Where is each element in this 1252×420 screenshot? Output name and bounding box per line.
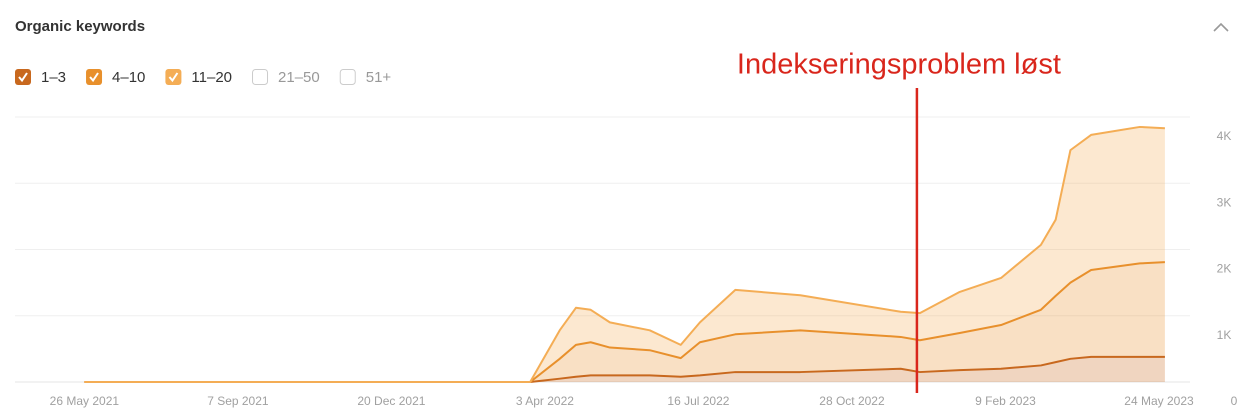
legend-check xyxy=(168,72,179,83)
x-tick-label: 20 Dec 2021 xyxy=(357,394,425,408)
legend-checkbox[interactable] xyxy=(339,69,356,85)
x-tick-label: 7 Sep 2021 xyxy=(207,394,269,408)
area-fill xyxy=(84,356,1165,382)
x-tick-label: 3 Apr 2022 xyxy=(516,394,574,408)
annotation-text: Indekseringsproblem løst xyxy=(737,49,1061,81)
legend-check xyxy=(89,72,99,83)
legend-checkbox[interactable] xyxy=(252,69,269,85)
x-tick-label: 28 Oct 2022 xyxy=(819,394,885,408)
legend-checkbox[interactable] xyxy=(15,69,31,85)
legend-label[interactable]: 21–50 xyxy=(278,69,320,86)
y-tick-label: 4K xyxy=(1217,129,1232,143)
x-tick-label: 9 Feb 2023 xyxy=(975,394,1036,408)
x-tick-label: 26 May 2021 xyxy=(50,394,120,408)
legend-checkbox[interactable] xyxy=(165,69,182,85)
x-tick-label: 16 Jul 2022 xyxy=(667,394,729,408)
collapse-button[interactable] xyxy=(1213,22,1229,32)
area-line xyxy=(84,261,1165,383)
y-tick-label: 2K xyxy=(1217,262,1232,276)
y-tick-label: 0 xyxy=(1231,394,1238,408)
legend-checkbox[interactable] xyxy=(86,69,103,85)
legend-label[interactable]: 1–3 xyxy=(41,69,66,86)
area-line xyxy=(84,355,1165,383)
legend-label[interactable]: 51+ xyxy=(366,69,392,86)
area-line xyxy=(84,125,1165,383)
legend-check xyxy=(18,72,28,83)
legend-label[interactable]: 11–20 xyxy=(191,69,232,86)
y-tick-label: 1K xyxy=(1217,328,1232,342)
chart-title: Organic keywords xyxy=(15,18,145,35)
area-fill xyxy=(84,126,1165,382)
x-tick-label: 24 May 2023 xyxy=(1124,394,1194,408)
legend-label[interactable]: 4–10 xyxy=(112,69,145,86)
y-tick-label: 3K xyxy=(1217,195,1232,209)
area-fill xyxy=(84,262,1165,382)
